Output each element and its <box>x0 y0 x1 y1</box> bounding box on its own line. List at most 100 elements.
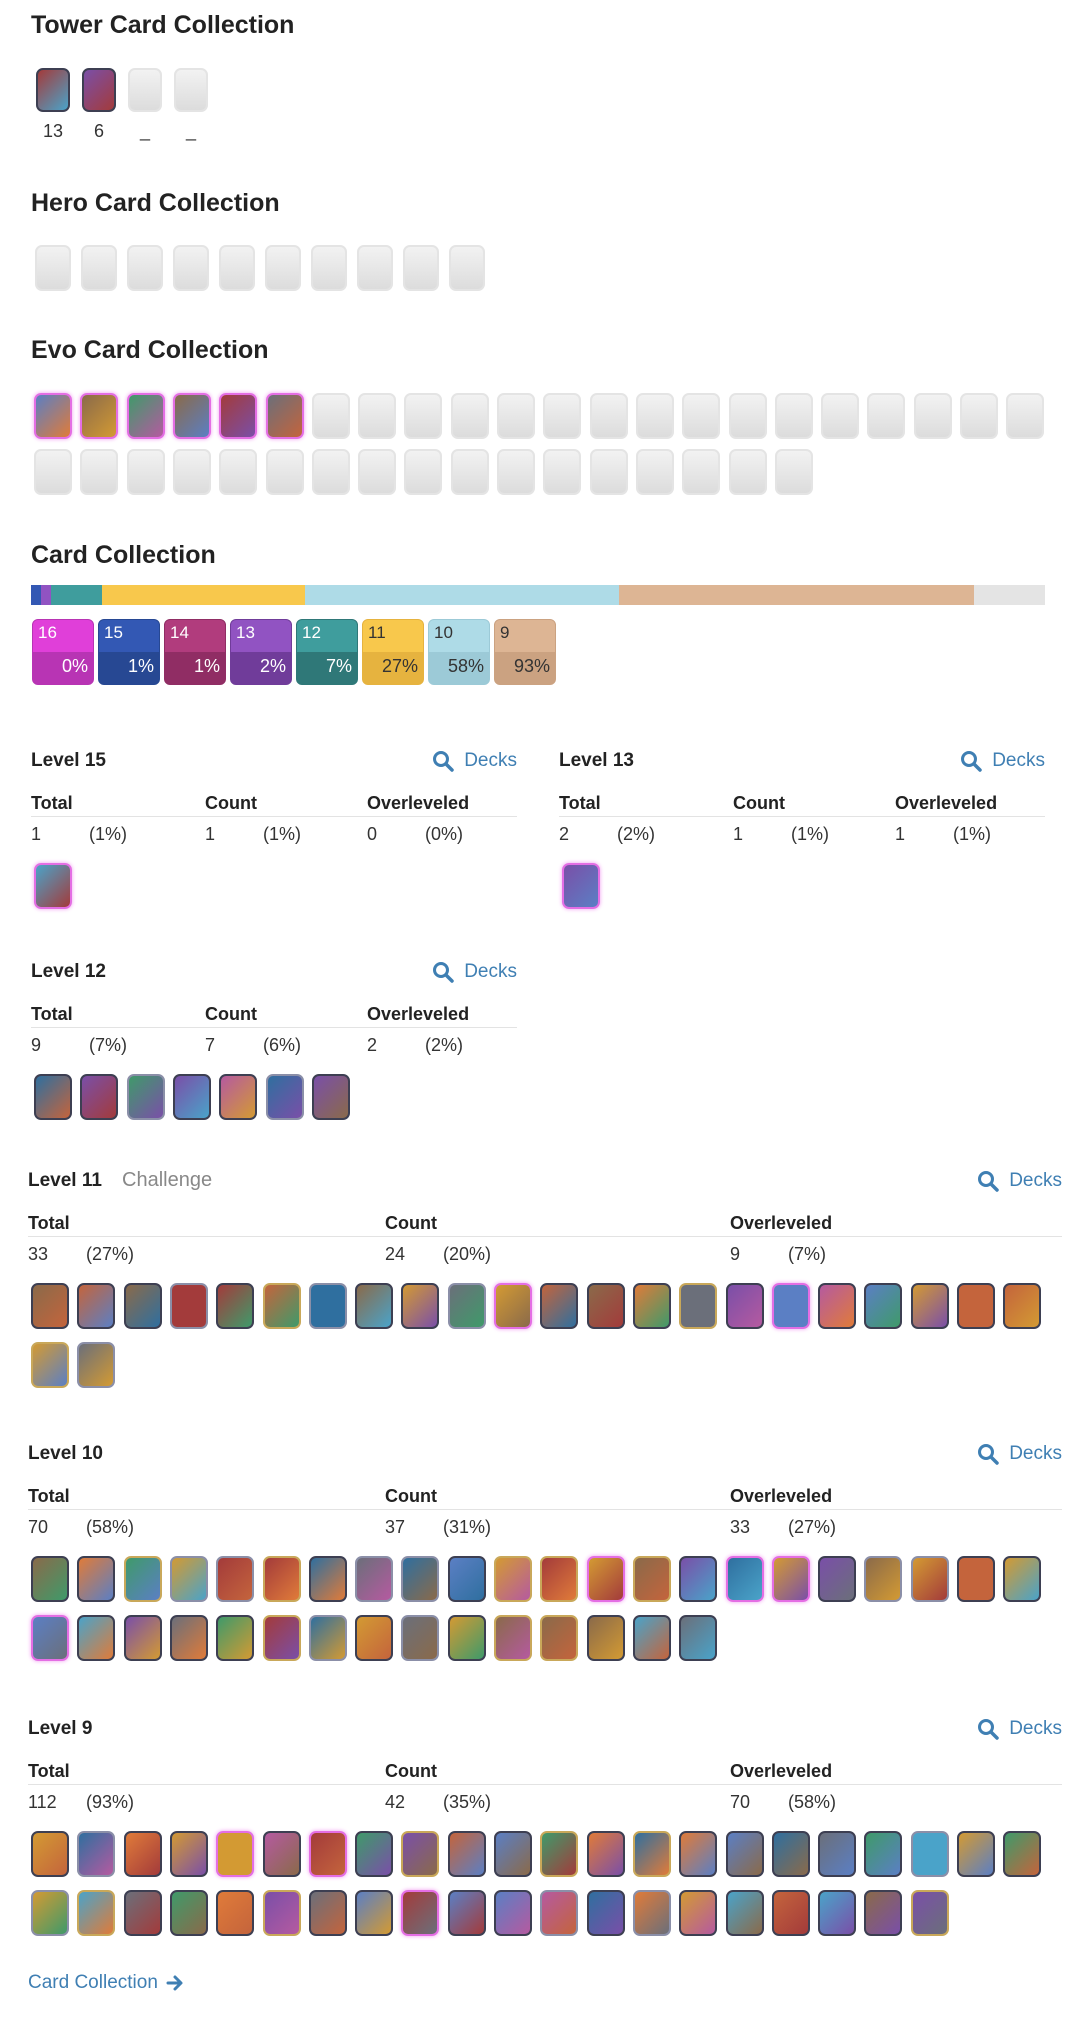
card-icon <box>679 1831 718 1877</box>
card-icon <box>864 1890 903 1936</box>
stat-value: 9 <box>31 1035 42 1055</box>
section-title: Tower Card Collection <box>31 11 295 39</box>
decks-link[interactable]: Decks <box>977 1718 1062 1740</box>
card-icon <box>172 393 211 439</box>
badge-level: 15 <box>104 623 123 642</box>
card-icon <box>771 1831 810 1877</box>
card-icon <box>31 1831 69 1877</box>
card-icon <box>450 449 489 495</box>
level-badge <box>32 619 94 685</box>
decks-text[interactable]: Decks <box>1009 1443 1062 1464</box>
card-icon <box>123 1831 162 1877</box>
card-icon <box>126 393 165 439</box>
card-icon <box>262 1283 301 1329</box>
stat-percent: (2%) <box>617 824 656 844</box>
card-icon <box>543 449 582 495</box>
decks-text[interactable]: Decks <box>1009 1170 1062 1191</box>
card-icon <box>771 1283 810 1329</box>
card-icon <box>540 1890 579 1936</box>
card-icon <box>80 449 119 495</box>
card-icon <box>219 393 258 439</box>
card-icon <box>494 1556 532 1602</box>
level-title: Level 15 <box>31 750 106 771</box>
card-icon <box>262 1890 301 1936</box>
decks-link[interactable]: Decks <box>432 961 517 983</box>
card-icon <box>540 1831 579 1877</box>
card-icon <box>635 393 674 439</box>
column-header: Count <box>205 1004 257 1024</box>
footer-link[interactable]: Card Collection <box>28 1972 184 1994</box>
level-badge <box>230 619 292 685</box>
card-icon <box>494 1615 532 1661</box>
card-icon <box>80 1074 119 1120</box>
stat-value: 7 <box>205 1035 216 1055</box>
stat-value: 33 <box>28 1244 49 1264</box>
decks-link[interactable]: Decks <box>977 1170 1062 1192</box>
decks-link[interactable]: Decks <box>960 750 1045 772</box>
decks-text[interactable]: Decks <box>464 961 517 982</box>
card-icon <box>358 449 397 495</box>
card-icon <box>586 1890 625 1936</box>
decks-text[interactable]: Decks <box>464 750 517 771</box>
card-icon <box>586 1556 625 1602</box>
card-icon <box>355 1556 394 1602</box>
card-icon <box>679 1283 718 1329</box>
stat-percent: (20%) <box>443 1244 492 1264</box>
level-badge <box>164 619 226 685</box>
card-icon <box>728 393 767 439</box>
card-icon <box>589 393 628 439</box>
card-icon <box>262 1615 301 1661</box>
footer-link-text[interactable]: Card Collection <box>28 1972 158 1993</box>
level-badge <box>428 619 490 685</box>
badge-percent: 93% <box>513 656 550 676</box>
card-icon <box>447 1283 486 1329</box>
decks-link[interactable]: Decks <box>977 1443 1062 1465</box>
card-icon <box>355 1831 394 1877</box>
divider <box>28 1509 1062 1510</box>
column-header: Count <box>385 1761 437 1781</box>
card-icon <box>401 1890 440 1936</box>
card-icon <box>771 1890 810 1936</box>
bar-segment <box>31 585 42 605</box>
card-icon <box>172 449 211 495</box>
stat-percent: (1%) <box>953 824 992 844</box>
card-icon <box>679 1890 718 1936</box>
level-note: Challenge <box>122 1169 213 1191</box>
card-icon <box>1003 1283 1042 1329</box>
card-icon <box>81 245 117 291</box>
card-icon <box>774 449 813 495</box>
card-icon <box>401 1615 440 1661</box>
card-icon <box>401 1283 440 1329</box>
stat-value: 2 <box>559 824 570 844</box>
card-icon <box>957 1556 995 1602</box>
card-icon <box>913 393 952 439</box>
card-icon <box>262 1831 301 1877</box>
bar-segment <box>304 585 620 605</box>
stat-value: 1 <box>895 824 906 844</box>
card-icon <box>308 1831 347 1877</box>
card-icon <box>169 1615 208 1661</box>
level-badge <box>494 619 556 685</box>
decks-text[interactable]: Decks <box>992 750 1045 771</box>
card-icon <box>818 1831 857 1877</box>
card-icon <box>31 1556 69 1602</box>
section-title: Evo Card Collection <box>31 336 269 364</box>
card-icon <box>77 1831 116 1877</box>
card-icon <box>447 1831 486 1877</box>
card-icon <box>450 393 489 439</box>
arrow-icon[interactable] <box>166 1974 184 1992</box>
card-icon <box>36 68 70 112</box>
decks-link[interactable]: Decks <box>432 750 517 772</box>
card-icon <box>728 449 767 495</box>
stat-value: 9 <box>730 1244 741 1264</box>
card-icon <box>447 1615 486 1661</box>
tower-count: _ <box>185 121 196 141</box>
stat-percent: (58%) <box>86 1517 135 1537</box>
card-icon <box>497 449 535 495</box>
decks-text[interactable]: Decks <box>1009 1718 1062 1739</box>
card-icon <box>589 449 628 495</box>
card-icon <box>311 449 350 495</box>
stat-percent: (1%) <box>791 824 830 844</box>
card-icon <box>77 1283 116 1329</box>
stat-value: 24 <box>385 1244 406 1264</box>
